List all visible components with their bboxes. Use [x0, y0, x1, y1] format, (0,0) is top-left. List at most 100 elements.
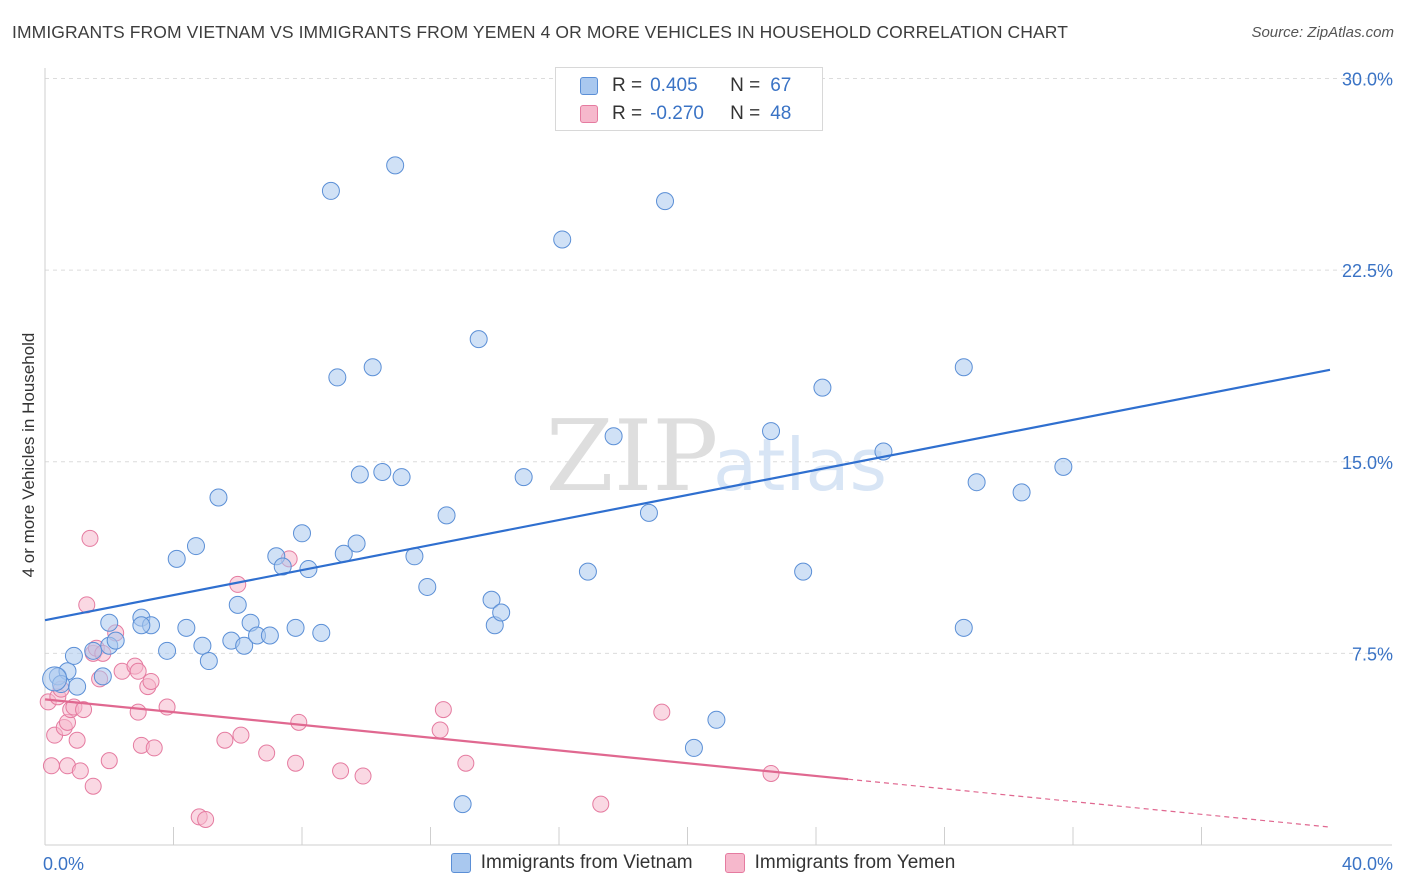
legend-row-vietnam: R = 0.405 N = 67: [580, 73, 791, 99]
trend-lines: [44, 368, 1331, 828]
stats-legend: R = 0.405 N = 67 R = -0.270 N = 48: [555, 67, 823, 131]
vietnam-point: [684, 738, 703, 757]
axis-layer: [44, 68, 1392, 846]
grid-layer: [45, 78, 1392, 654]
legend-item-yemen: Immigrants from Yemen: [724, 852, 956, 874]
vietnam-point: [492, 603, 511, 622]
yemen-point: [68, 731, 86, 749]
vietnam-point: [64, 646, 83, 665]
vietnam-point: [228, 595, 247, 614]
vietnam-point: [967, 473, 986, 492]
vietnam-point: [312, 623, 331, 642]
vietnam-point: [186, 537, 205, 556]
x-tick-label-max: 40.0%: [1342, 854, 1393, 874]
legend-row-yemen: R = -0.270 N = 48: [580, 101, 791, 127]
yemen-point: [129, 662, 147, 680]
yemen-legend-swatch: [724, 853, 745, 873]
vietnam-point: [392, 468, 411, 487]
legend-item-vietnam: Immigrants from Vietnam: [450, 852, 693, 874]
yemen-point: [75, 701, 93, 719]
vietnam-point: [209, 488, 228, 507]
watermark-atlas: atlas: [713, 423, 887, 507]
vietnam-point: [177, 618, 196, 637]
vietnam-point: [604, 427, 623, 446]
vietnam-point: [482, 590, 501, 609]
vietnam-point: [347, 534, 366, 553]
yemen-point: [232, 726, 250, 744]
vietnam-point: [373, 462, 392, 481]
yemen-point: [434, 701, 452, 719]
yemen-point: [653, 703, 671, 721]
vietnam-point: [235, 636, 254, 655]
legend-n-value: 67: [770, 75, 792, 96]
vietnam-point: [1012, 483, 1031, 502]
y-tick-label: 15.0%: [1342, 453, 1393, 473]
vietnam-point: [84, 641, 103, 660]
vietnam-point: [68, 677, 87, 696]
vietnam-legend-swatch: [450, 853, 471, 873]
yemen-trend-line: [44, 698, 849, 781]
yemen-point: [100, 752, 118, 770]
vietnam-point: [1054, 457, 1073, 476]
series-legend: Immigrants from Vietnam Immigrants from …: [0, 852, 1406, 874]
chart-title: IMMIGRANTS FROM VIETNAM VS IMMIGRANTS FR…: [12, 22, 1069, 42]
yemen-point: [145, 739, 163, 757]
legend-n-value: 48: [770, 103, 792, 124]
legend-item-label: Immigrants from Vietnam: [480, 852, 693, 873]
x-tick-label-min: 0.0%: [43, 854, 84, 874]
vietnam-point: [167, 549, 186, 568]
legend-n-label: N =: [730, 75, 761, 96]
vietnam-point: [350, 465, 369, 484]
vietnam-point: [363, 358, 382, 377]
vietnam-point: [199, 652, 218, 671]
vietnam-point: [106, 631, 125, 650]
vietnam-point: [707, 710, 726, 729]
legend-item-label: Immigrants from Yemen: [754, 852, 956, 873]
vietnam-point: [578, 562, 597, 581]
watermark-zip: ZIP: [546, 400, 719, 514]
vietnam-point: [286, 618, 305, 637]
vietnam-point: [553, 230, 572, 249]
yemen-point: [457, 754, 475, 772]
vietnam-point: [158, 641, 177, 660]
series-vietnam: [42, 156, 1073, 814]
yemen-point: [42, 757, 60, 775]
yemen-point: [84, 777, 102, 795]
vietnam-point: [954, 358, 973, 377]
vietnam-point: [762, 422, 781, 441]
vietnam-point: [321, 181, 340, 200]
legend-r-value: 0.405: [650, 75, 698, 96]
vietnam-point: [954, 618, 973, 637]
vietnam-point: [293, 524, 311, 543]
legend-r-label: R =: [612, 75, 643, 96]
watermark: ZIP atlas: [546, 400, 887, 514]
yemen-point: [431, 721, 449, 739]
legend-n-label: N =: [730, 103, 761, 124]
y-axis-title: 4 or more Vehicles in Household: [19, 333, 38, 578]
vietnam-point: [437, 506, 456, 525]
vietnam-point: [193, 636, 212, 655]
vietnam-point: [813, 378, 832, 397]
vietnam-point: [794, 562, 813, 581]
vietnam-point: [453, 795, 472, 814]
vietnam-point: [132, 616, 151, 635]
yemen-point: [197, 810, 215, 828]
yemen-point: [354, 767, 372, 785]
vietnam-point: [418, 577, 437, 596]
vietnam-trend-line: [44, 368, 1331, 622]
y-tick-label: 22.5%: [1342, 261, 1393, 281]
vietnam-point: [42, 666, 68, 692]
yemen-point: [258, 744, 276, 762]
yemen-point: [129, 703, 147, 721]
vietnam-point: [328, 368, 347, 387]
y-tick-label: 30.0%: [1342, 70, 1393, 90]
yemen-point: [142, 672, 160, 690]
yemen-point: [332, 762, 350, 780]
yemen-point: [71, 762, 89, 780]
vietnam-point: [93, 667, 112, 686]
yemen-point: [216, 731, 234, 749]
vietnam-point: [260, 626, 279, 645]
yemen-point: [290, 713, 308, 731]
yemen-point: [592, 795, 610, 813]
